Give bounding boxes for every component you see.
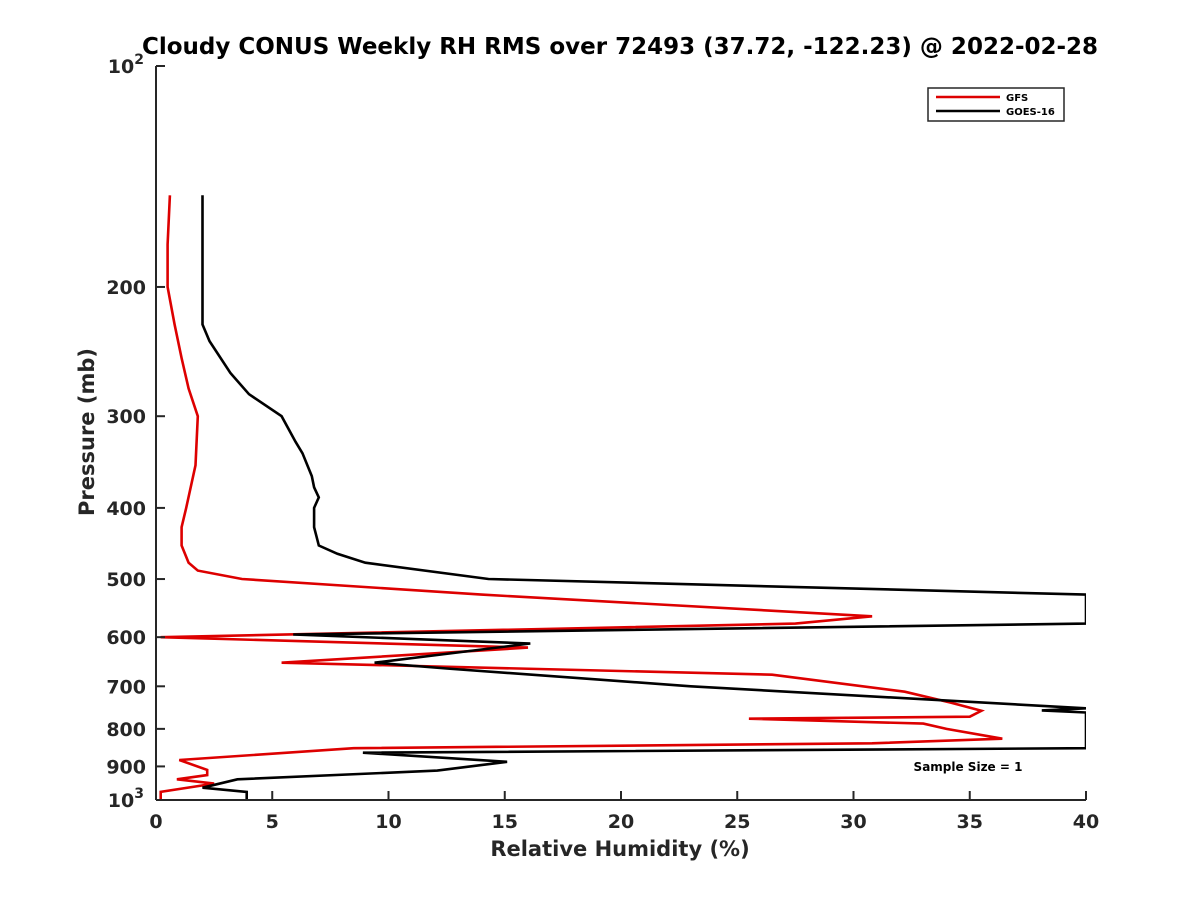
annotations: Sample Size = 1	[914, 760, 1023, 774]
y-tick-label: 103	[108, 786, 144, 812]
y-tick-label: 300	[106, 406, 146, 428]
y-tick-label: 800	[106, 719, 146, 741]
x-tick-label: 20	[608, 811, 634, 833]
legend-label: GOES-16	[1006, 107, 1055, 118]
legend-box	[927, 87, 1065, 122]
x-tick-label: 40	[1073, 811, 1099, 833]
y-axis-label: Pressure (mb)	[75, 348, 99, 516]
y-tick-label: 700	[106, 676, 146, 698]
y-tick-label: 600	[106, 627, 146, 649]
chart-title: Cloudy CONUS Weekly RH RMS over 72493 (3…	[142, 34, 1098, 60]
y-tick-label: 102	[108, 52, 144, 78]
y-tick-label: 400	[106, 498, 146, 520]
x-tick-label: 5	[266, 811, 279, 833]
sample-size-annotation: Sample Size = 1	[914, 760, 1023, 774]
legend-label: GFS	[1006, 93, 1028, 104]
y-tick-label: 900	[106, 756, 146, 778]
x-tick-label: 0	[149, 811, 162, 833]
x-axis-label: Relative Humidity (%)	[490, 837, 749, 861]
legend: GFS GOES-16	[927, 87, 1065, 122]
x-tick-label: 35	[957, 811, 983, 833]
x-tick-label: 10	[375, 811, 401, 833]
y-tick-label: 500	[106, 569, 146, 591]
x-tick-label: 30	[840, 811, 866, 833]
x-tick-label: 25	[724, 811, 750, 833]
x-axis: 0 5 10 15 20 25 30 35 40	[149, 791, 1099, 833]
y-tick-label: 200	[106, 277, 146, 299]
y-axis: 102 200 300 400 500 600 700 800 900 103	[106, 52, 165, 812]
series-line-goes-16	[201, 195, 1086, 800]
x-tick-label: 15	[492, 811, 518, 833]
plot-area	[159, 195, 1086, 800]
series-line-gfs	[159, 195, 1003, 800]
